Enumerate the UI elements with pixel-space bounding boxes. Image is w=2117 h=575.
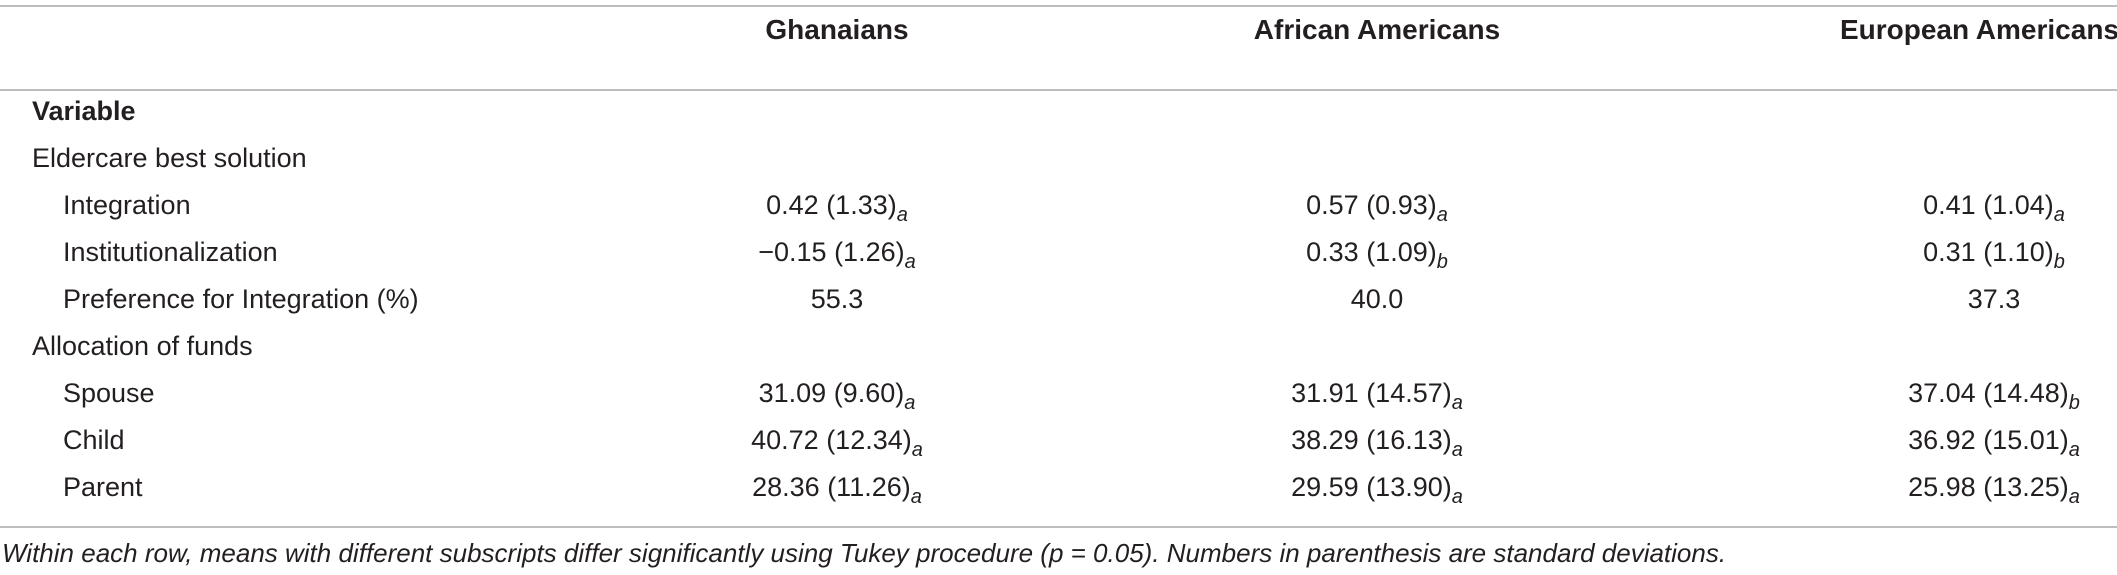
cell-european-americans: 37.3 <box>1967 284 2021 314</box>
column-header-european-americans: European Americans <box>1839 14 2117 45</box>
cell-ghanaians: −0.15 (1.26)a <box>758 237 916 273</box>
cell-ghanaians: 40.72 (12.34)a <box>751 425 923 461</box>
table-row: Integration 0.42 (1.33)a 0.57 (0.93)a 0.… <box>0 182 2117 229</box>
table-top-rule <box>0 5 2117 7</box>
cell-ghanaians: 0.42 (1.33)a <box>766 190 908 226</box>
cell-african-americans: 29.59 (13.90)a <box>1291 472 1463 508</box>
row-label: Preference for Integration (%) <box>63 284 419 314</box>
table-row: Preference for Integration (%) 55.3 40.0… <box>0 276 2117 323</box>
section-title-eldercare: Eldercare best solution <box>32 143 307 173</box>
table-row: Parent 28.36 (11.26)a 29.59 (13.90)a 25.… <box>0 464 2117 511</box>
table-footnote: Within each row, means with different su… <box>2 538 1727 568</box>
cell-european-americans: 0.31 (1.10)b <box>1923 237 2065 273</box>
row-label: Institutionalization <box>63 237 278 267</box>
column-header-ghanaians: Ghanaians <box>765 14 909 45</box>
cell-european-americans: 36.92 (15.01)a <box>1908 425 2080 461</box>
cell-european-americans: 37.04 (14.48)b <box>1908 378 2080 414</box>
cell-european-americans: 25.98 (13.25)a <box>1908 472 2080 508</box>
cell-african-americans: 0.33 (1.09)b <box>1306 237 1448 273</box>
cell-ghanaians: 28.36 (11.26)a <box>752 472 922 508</box>
row-label: Child <box>63 425 125 455</box>
variable-header-row: Variable <box>0 88 2117 135</box>
column-header-african-americans: African Americans <box>1253 14 1501 45</box>
cell-african-americans: 0.57 (0.93)a <box>1306 190 1448 226</box>
cell-european-americans: 0.41 (1.04)a <box>1923 190 2065 226</box>
header-rule <box>0 89 2117 91</box>
row-label: Spouse <box>63 378 155 408</box>
table-row: Spouse 31.09 (9.60)a 31.91 (14.57)a 37.0… <box>0 370 2117 417</box>
cell-ghanaians: 55.3 <box>810 284 864 314</box>
section-title-row: Eldercare best solution <box>0 135 2117 182</box>
section-title-row: Allocation of funds <box>0 323 2117 370</box>
table-row: Institutionalization −0.15 (1.26)a 0.33 … <box>0 229 2117 276</box>
column-header-row: Ghanaians African Americans European Ame… <box>0 6 2117 53</box>
cell-african-americans: 40.0 <box>1350 284 1404 314</box>
row-label: Integration <box>63 190 191 220</box>
cell-ghanaians: 31.09 (9.60)a <box>758 378 916 414</box>
row-label: Parent <box>63 472 143 502</box>
cell-african-americans: 38.29 (16.13)a <box>1291 425 1463 461</box>
section-title-allocation: Allocation of funds <box>32 331 253 361</box>
cell-african-americans: 31.91 (14.57)a <box>1291 378 1463 414</box>
variable-header: Variable <box>32 96 136 126</box>
table-row: Child 40.72 (12.34)a 38.29 (16.13)a 36.9… <box>0 417 2117 464</box>
table-bottom-rule <box>0 526 2117 528</box>
